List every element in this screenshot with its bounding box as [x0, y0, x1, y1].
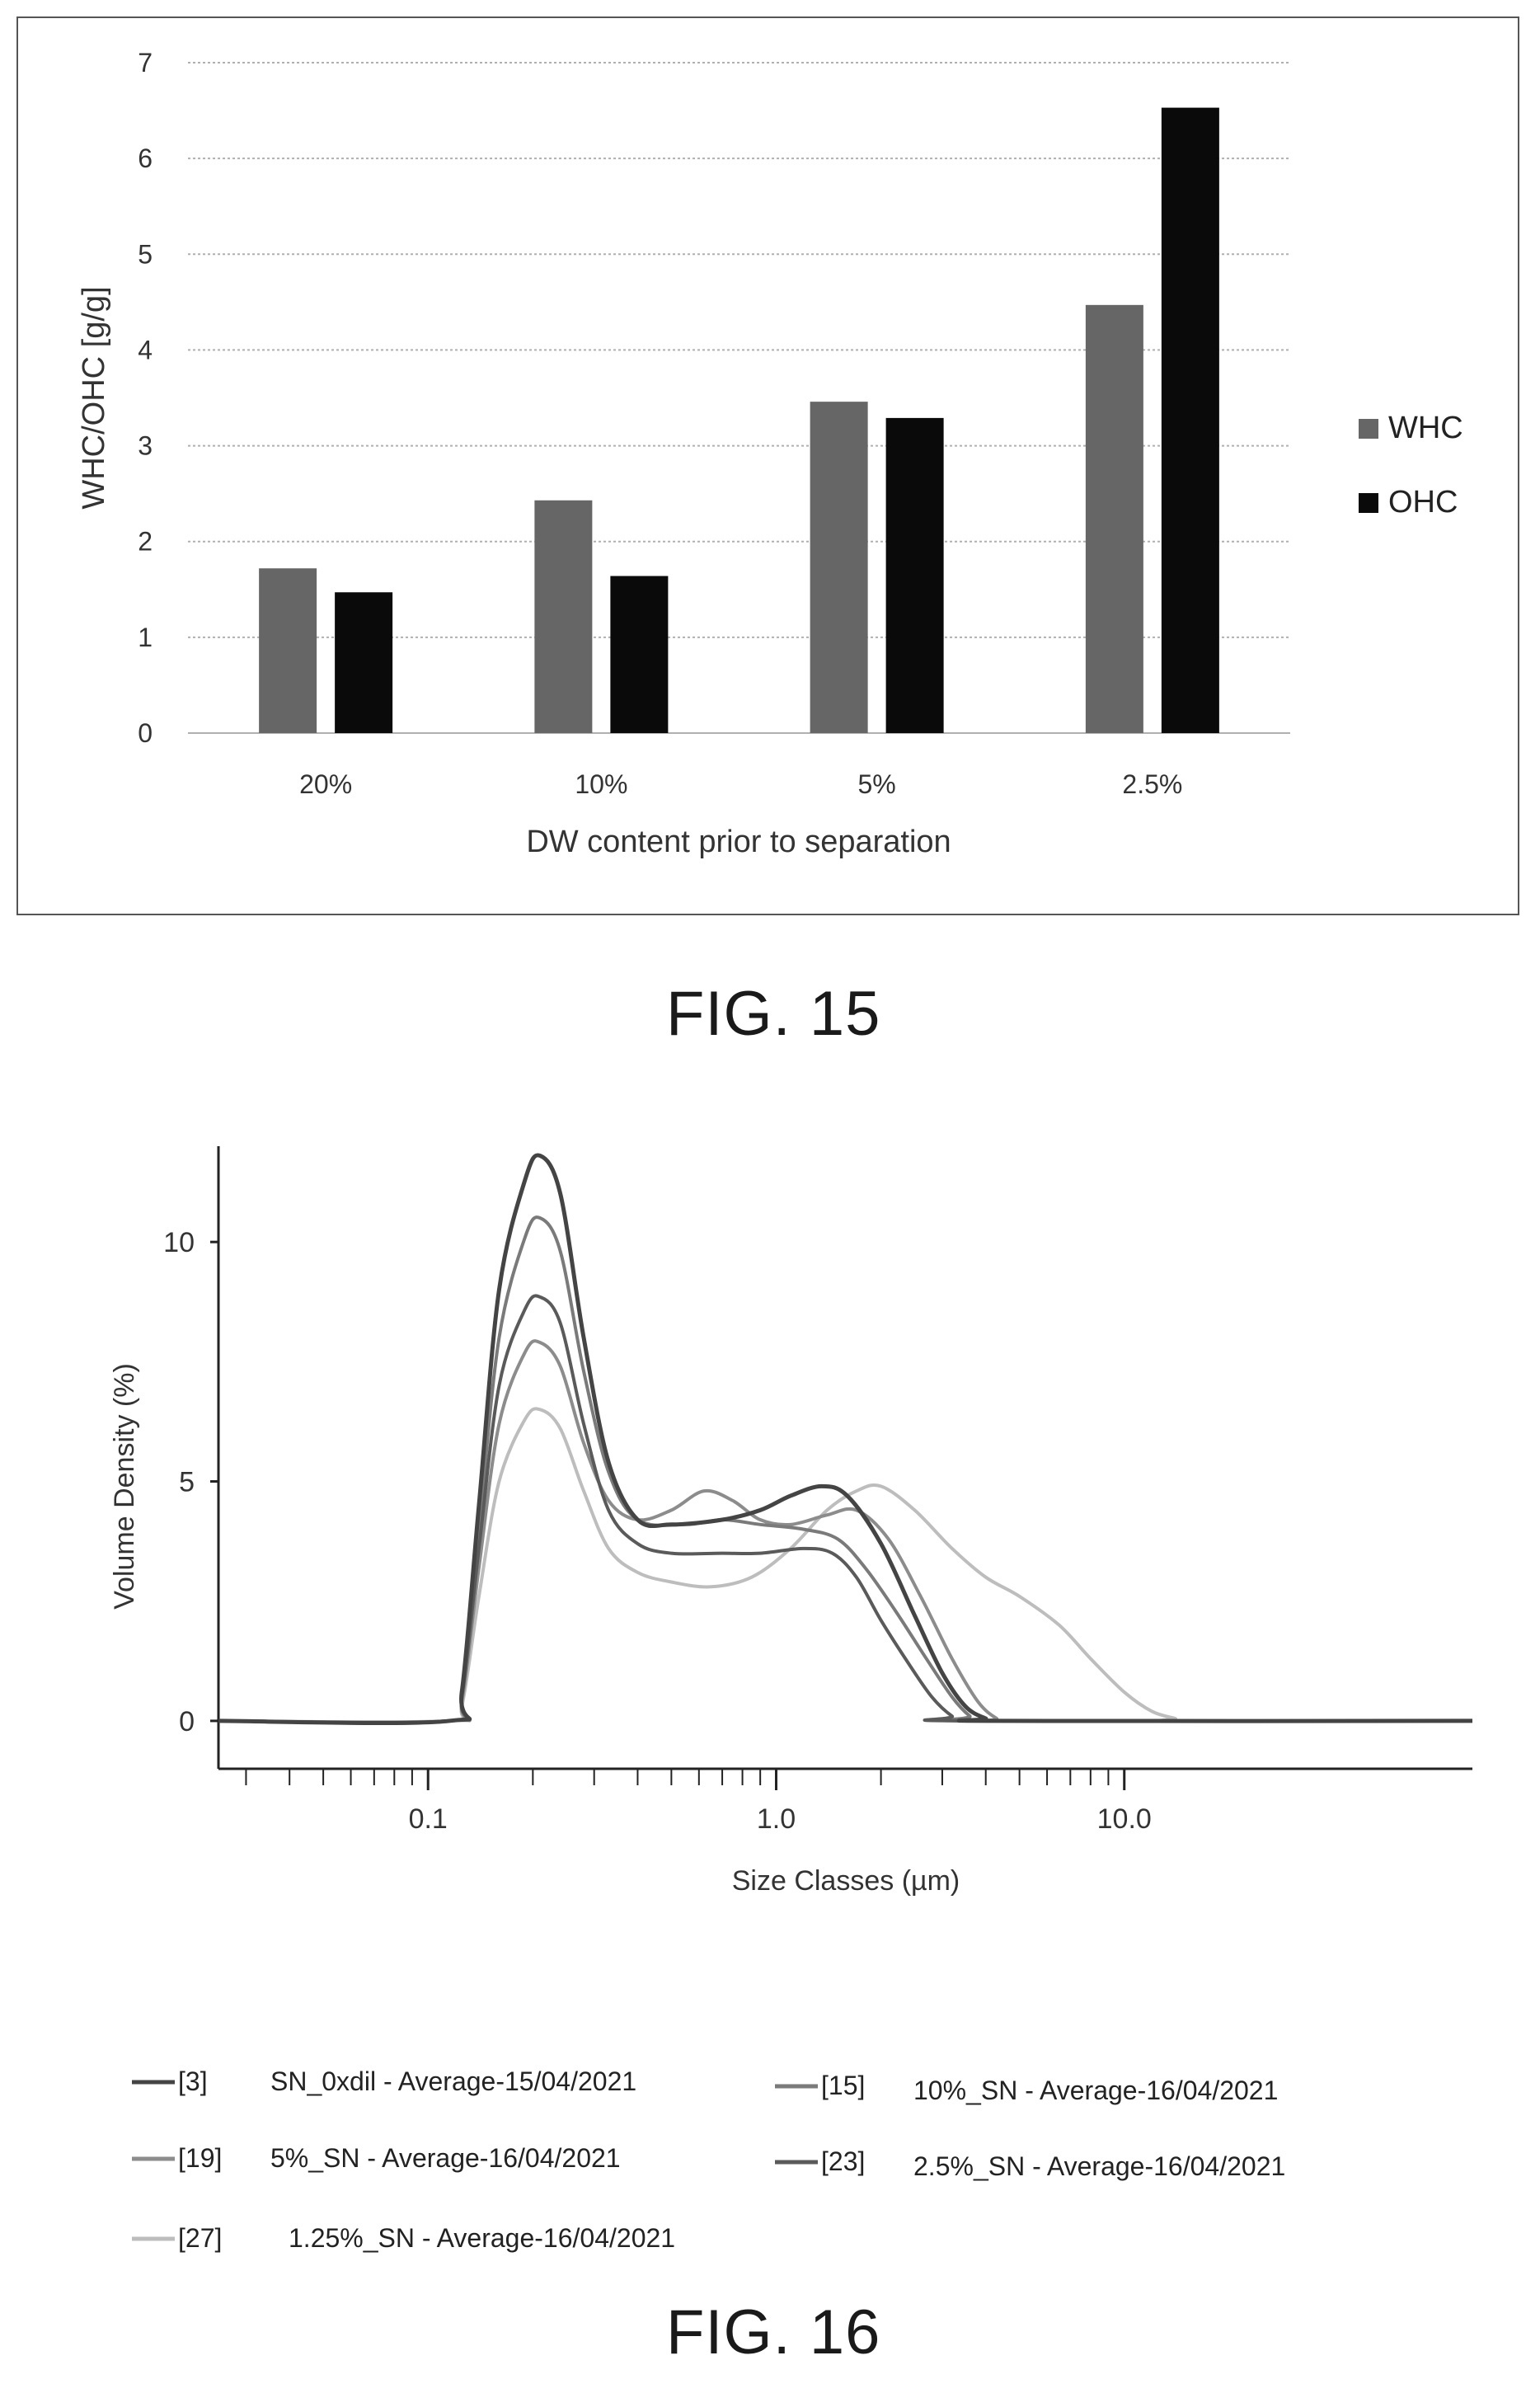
- fig16-y-tick-label: 5: [179, 1467, 195, 1498]
- fig15-y-tick-label: 6: [138, 143, 153, 173]
- fig16-x-axis-label: Size Classes (µm): [732, 1865, 960, 1897]
- fig16-series-line-1: [218, 1215, 1473, 1725]
- fig16-legend-id: [15]: [821, 2071, 865, 2100]
- fig15-bar-ohc-1: [610, 576, 669, 733]
- fig16-series-line-0: [218, 1153, 1473, 1725]
- fig15-x-tick-label: 5%: [858, 769, 896, 799]
- fig15-x-tick-label: 2.5%: [1122, 769, 1182, 799]
- fig16-legend-label: 10%_SN - Average-16/04/2021: [913, 2076, 1278, 2105]
- fig15-y-tick-label: 3: [138, 431, 153, 461]
- fig15-y-tick-label: 5: [138, 239, 153, 269]
- fig15-legend-label-whc: WHC: [1388, 411, 1463, 445]
- fig16-x-tick-label: 0.1: [409, 1803, 448, 1835]
- fig15-y-tick-label: 0: [138, 718, 153, 748]
- fig15-chart-frame: [16, 16, 1519, 915]
- fig15-bar-ohc-3: [1161, 107, 1219, 733]
- fig15-bar-ohc-0: [335, 592, 393, 733]
- fig16-legend-id: [23]: [821, 2146, 865, 2176]
- fig16-legend-label: 1.25%_SN - Average-16/04/2021: [289, 2223, 675, 2253]
- fig16-y-tick-label: 10: [163, 1227, 195, 1258]
- fig15-y-tick-label: 1: [138, 623, 153, 652]
- fig15-legend-label-ohc: OHC: [1388, 485, 1458, 520]
- fig16-legend-label: 5%_SN - Average-16/04/2021: [270, 2143, 621, 2173]
- fig15-x-axis-label: DW content prior to separation: [526, 825, 951, 859]
- fig16-y-tick-label: 0: [179, 1706, 195, 1737]
- fig16-line-chart: 0 5 10 0.1 1.0 10.0 Size Classes (µm) Volume De…: [109, 1146, 1473, 2253]
- fig15-bar-whc-0: [259, 568, 317, 733]
- fig16-legend-label: 2.5%_SN - Average-16/04/2021: [913, 2151, 1285, 2181]
- fig15-y-axis-label: WHC/OHC [g/g]: [77, 286, 111, 509]
- fig16-series-line-3: [218, 1294, 1473, 1725]
- fig15-legend-swatch-ohc: [1359, 493, 1378, 513]
- fig15-legend-swatch-whc: [1359, 419, 1378, 439]
- fig15-bar-whc-2: [810, 402, 868, 733]
- fig15-y-tick-label: 7: [138, 48, 153, 78]
- fig15-bar-ohc-2: [885, 417, 944, 733]
- fig15-x-tick-label: 10%: [575, 769, 627, 799]
- fig15-bar-whc-3: [1085, 304, 1143, 733]
- fig16-caption: FIG. 16: [666, 2297, 881, 2367]
- fig15-bar-chart: 0 1 2 3 4 5 6 7 20% 10% 5% 2.5% DW content prior to …: [77, 48, 1463, 859]
- fig16-legend-id: [19]: [178, 2143, 222, 2173]
- fig16-legend-id: [3]: [178, 2066, 208, 2096]
- fig15-x-tick-label: 20%: [299, 769, 352, 799]
- fig15-caption: FIG. 15: [666, 979, 881, 1049]
- fig16-series-line-4: [218, 1407, 1473, 1724]
- fig16-x-tick-label: 10.0: [1097, 1803, 1152, 1835]
- fig16-legend-label: SN_0xdil - Average-15/04/2021: [270, 2066, 636, 2096]
- fig16-y-axis-label: Volume Density (%): [109, 1363, 140, 1610]
- fig16-x-tick-label: 1.0: [757, 1803, 796, 1835]
- fig15-y-tick-label: 4: [138, 335, 153, 364]
- fig16-legend-id: [27]: [178, 2223, 222, 2253]
- fig16-series-line-2: [218, 1339, 1473, 1724]
- fig15-bar-whc-1: [534, 500, 593, 733]
- fig15-y-tick-label: 2: [138, 527, 153, 557]
